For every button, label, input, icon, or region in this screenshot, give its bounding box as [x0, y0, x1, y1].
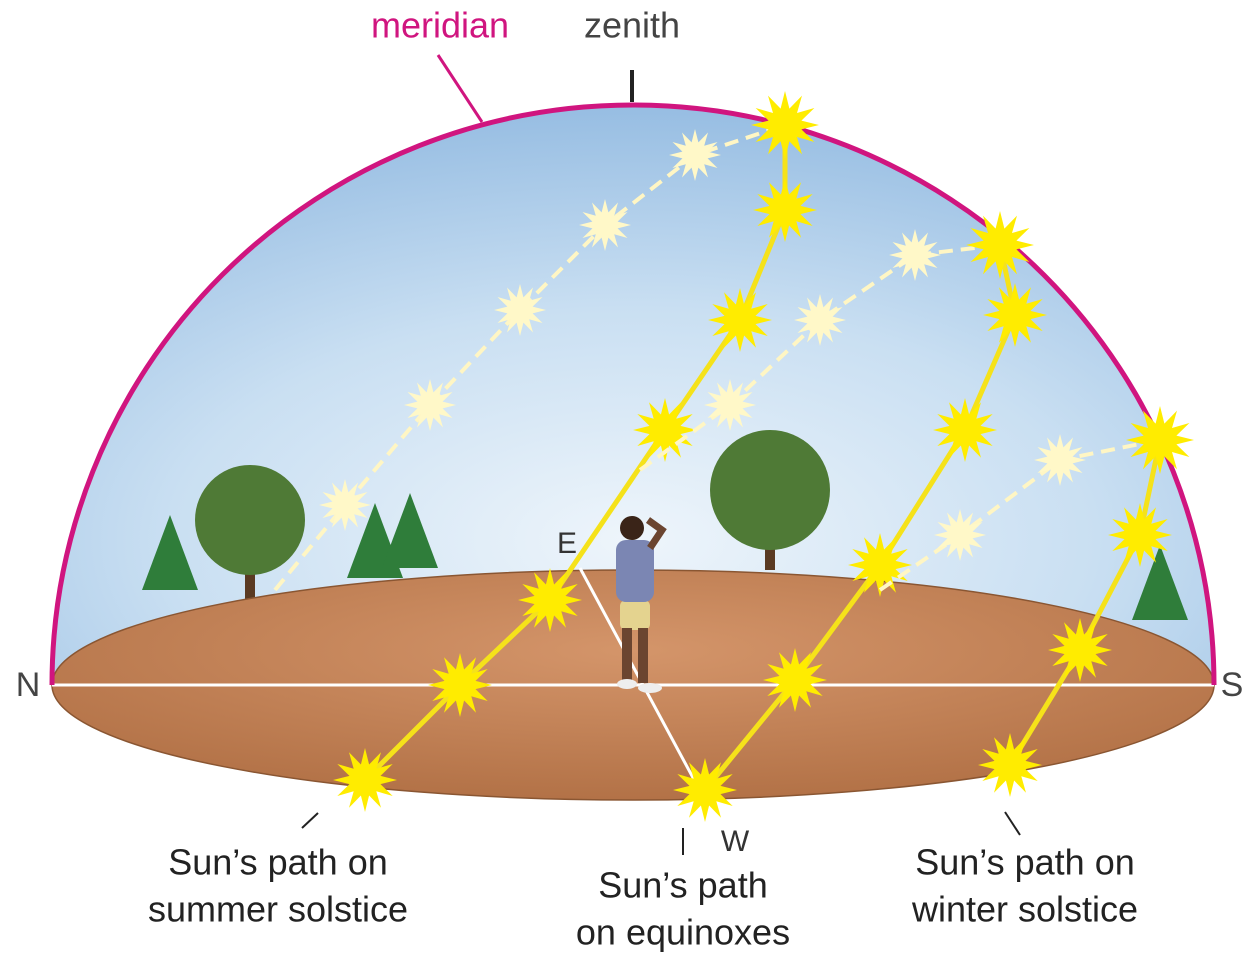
north-label: N: [16, 666, 41, 704]
west-label: W: [721, 825, 750, 858]
sun-path-diagram: meridian zenith N S E W Sun’s path on su…: [0, 0, 1246, 958]
path-label: summer solstice: [148, 889, 408, 930]
summer-pointer: [302, 813, 318, 828]
meridian-pointer: [438, 55, 482, 122]
east-label: E: [557, 527, 577, 560]
zenith-label: zenith: [584, 5, 680, 46]
path-label: Sun’s path: [598, 865, 767, 906]
path-label: winter solstice: [911, 889, 1138, 930]
tree-crown: [710, 430, 830, 550]
south-label: S: [1221, 666, 1244, 704]
path-label: on equinoxes: [576, 912, 790, 953]
winter-pointer: [1005, 812, 1020, 835]
tree-crown: [195, 465, 305, 575]
path-label: Sun’s path on: [168, 842, 388, 883]
meridian-label: meridian: [371, 5, 509, 46]
path-label: Sun’s path on: [915, 842, 1135, 883]
